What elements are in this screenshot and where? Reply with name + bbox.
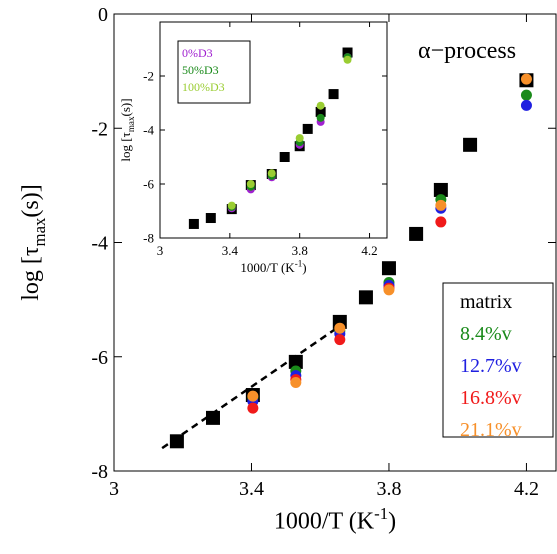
- x-tick-label: 3.8: [376, 478, 401, 500]
- y-tick-label: -4: [91, 233, 108, 255]
- data-point: [290, 376, 302, 388]
- data-point: [227, 201, 236, 210]
- annotation: α−process: [418, 38, 516, 64]
- data-point: [315, 106, 326, 117]
- x-label-part: ): [302, 260, 306, 275]
- legend-entry: 8.4%v: [460, 323, 512, 345]
- y-tick-label: -4: [143, 123, 154, 138]
- data-point: [358, 290, 373, 305]
- data-point: [288, 354, 303, 369]
- y-axis-label: log [τmax(s)]: [18, 184, 49, 301]
- y-tick-label: -2: [91, 118, 108, 140]
- legend-entry: 0%D3: [182, 46, 213, 60]
- legend-entry: 21.1%v: [460, 419, 522, 441]
- x-label-part: -1: [374, 504, 388, 523]
- x-label-part: 1000/T (K: [274, 509, 375, 535]
- legend-title: matrix: [460, 291, 512, 313]
- y-tick-label: -8: [91, 461, 108, 483]
- y-tick-label: 0: [98, 4, 108, 26]
- data-point: [520, 89, 532, 101]
- data-point: [435, 216, 447, 228]
- data-point: [316, 113, 325, 122]
- data-point: [188, 218, 199, 229]
- x-axis-label: 1000/T (K-1): [240, 259, 306, 275]
- data-point: [302, 123, 313, 134]
- legend-entry: 12.7%v: [460, 355, 522, 377]
- data-point: [247, 390, 259, 402]
- data-point: [409, 226, 424, 241]
- y-tick-label: -6: [143, 177, 154, 192]
- data-point: [343, 55, 352, 64]
- data-point: [435, 199, 447, 211]
- y-tick-label: -8: [143, 231, 154, 246]
- data-point: [520, 73, 532, 85]
- x-axis-label: 1000/T (K-1): [274, 504, 396, 535]
- data-point: [247, 402, 259, 414]
- y-tick-label: -2: [143, 69, 154, 84]
- y-label-part: log [τ: [118, 132, 133, 161]
- x-tick-label: 3.8: [292, 243, 308, 258]
- legend-entry: 100%D3: [182, 80, 225, 94]
- x-label-part: -1: [295, 259, 303, 269]
- y-tick-label: -6: [91, 347, 108, 369]
- legend-box: [177, 40, 251, 104]
- x-label-part: 1000/T (K: [240, 260, 295, 275]
- x-tick-label: 3: [109, 478, 119, 500]
- data-point: [342, 47, 353, 58]
- data-point: [334, 322, 346, 334]
- x-tick-label: 4.2: [361, 243, 377, 258]
- data-point: [295, 134, 304, 143]
- y-label-part: (s)]: [18, 184, 44, 217]
- x-tick-label: 4.2: [514, 478, 539, 500]
- data-point: [205, 410, 220, 425]
- fit-line: [161, 324, 342, 450]
- data-point: [169, 434, 184, 449]
- data-point: [381, 261, 396, 276]
- data-point: [246, 180, 255, 188]
- y-label-part: max: [126, 116, 136, 132]
- data-point: [334, 334, 346, 346]
- y-label-part: max: [30, 217, 49, 247]
- data-point: [316, 101, 325, 110]
- data-point: [267, 169, 276, 178]
- x-tick-label: 3.4: [239, 478, 264, 500]
- data-point: [463, 137, 478, 152]
- legend-entry: 16.8%v: [460, 387, 522, 409]
- data-point: [520, 99, 532, 111]
- x-tick-label: 3.4: [222, 243, 239, 258]
- data-point: [279, 152, 290, 162]
- data-point: [383, 284, 395, 296]
- data-point: [433, 182, 448, 197]
- y-label-part: log [τ: [18, 246, 44, 301]
- y-axis-label: log [τmax(s)]: [118, 98, 136, 161]
- data-point: [205, 213, 216, 224]
- y-label-part: (s)]: [118, 98, 133, 116]
- legend-box: [442, 282, 554, 438]
- x-tick-label: 3: [157, 243, 164, 258]
- legend-entry: 50%D3: [182, 63, 219, 77]
- x-label-part: ): [388, 509, 396, 535]
- data-point: [328, 89, 339, 100]
